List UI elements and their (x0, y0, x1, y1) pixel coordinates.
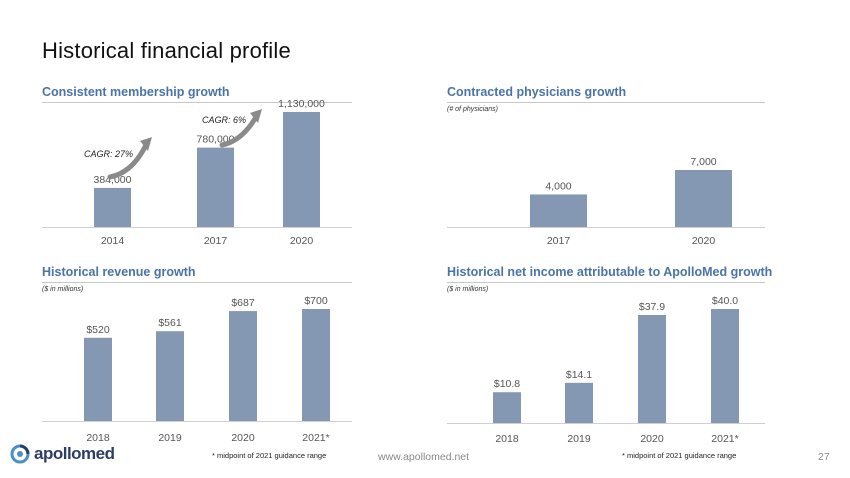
net-income-footnote: * midpoint of 2021 guidance range (622, 451, 737, 460)
membership-value-label: 384,000 (94, 174, 132, 186)
membership-chart: 384,0002014780,00020171,130,0002020CAGR:… (42, 98, 352, 247)
physicians-value-label: 4,000 (545, 180, 571, 192)
apollomed-logo-icon (10, 444, 30, 464)
cagr-arrow-head (250, 109, 262, 123)
website-link[interactable]: www.apollomed.net (378, 451, 470, 463)
physicians-panel: Contracted physicians growth (# of physi… (447, 85, 765, 255)
revenue-unit: ($ in millions) (42, 286, 84, 293)
revenue-panel: Historical revenue growth ($ in millions… (42, 265, 352, 450)
net_income-bar-2020 (638, 314, 666, 423)
revenue-bar-2021* (302, 309, 330, 421)
physicians-bar-2017 (530, 194, 587, 227)
cagr-arrow (107, 142, 149, 180)
physicians-value-label: 7,000 (690, 156, 716, 168)
revenue-value-label: $520 (86, 324, 110, 336)
revenue-value-label: $700 (304, 295, 328, 307)
logo-text: apollomed (34, 444, 115, 463)
physicians-tick-label: 2020 (692, 235, 716, 247)
physicians-bar-2020 (675, 170, 732, 227)
net_income-value-label: $10.8 (494, 378, 520, 390)
revenue-value-label: $687 (231, 297, 255, 309)
membership-bar-2017 (197, 147, 234, 227)
net_income-bar-2019 (565, 382, 593, 423)
page-number: 27 (818, 451, 830, 463)
net_income-value-label: $40.0 (712, 295, 738, 307)
net_income-tick-label: 2020 (640, 433, 664, 445)
membership-tick-label: 2020 (290, 235, 314, 247)
net_income-tick-label: 2019 (567, 433, 591, 445)
revenue-title-rule (42, 282, 352, 283)
cagr-arrow (219, 114, 259, 148)
cagr-label: CAGR: 27% (84, 149, 133, 159)
membership-bar-2020 (283, 112, 320, 227)
membership-tick-label: 2014 (101, 235, 125, 247)
revenue-bar-2020 (229, 311, 257, 421)
revenue-bar-2018 (84, 337, 112, 421)
revenue-tick-label: 2021* (302, 432, 329, 444)
revenue-title: Historical revenue growth (42, 265, 196, 279)
revenue-tick-label: 2020 (231, 432, 255, 444)
apollomed-logo: apollomed (10, 444, 115, 464)
net-income-title-rule (447, 282, 765, 283)
net-income-chart: $10.8 2018 $14.1 2019 $37.9 2020 $40.0 2021* (447, 295, 765, 445)
physicians-title: Contracted physicians growth (447, 85, 627, 99)
physicians-unit: (# of physicians) (447, 106, 498, 113)
net-income-title: Historical net income attributable to Ap… (447, 265, 773, 279)
net_income-tick-label: 2018 (495, 433, 519, 445)
net_income-tick-label: 2021* (711, 433, 738, 445)
net_income-value-label: $14.1 (566, 369, 592, 381)
net-income-panel: Historical net income attributable to Ap… (447, 265, 772, 450)
physicians-tick-label: 2017 (547, 235, 571, 247)
revenue-value-label: $561 (158, 317, 182, 329)
membership-bar-2014 (94, 187, 131, 227)
revenue-tick-label: 2019 (158, 432, 182, 444)
cagr-label: CAGR: 6% (202, 115, 246, 125)
page-title: Historical financial profile (42, 38, 291, 63)
membership-title-rule (42, 102, 352, 103)
net_income-bar-2018 (493, 392, 521, 423)
net_income-bar-2021* (711, 309, 739, 423)
physicians-title-rule (447, 102, 765, 103)
net_income-value-label: $37.9 (639, 301, 665, 313)
membership-value-label: 1,130,000 (278, 98, 325, 110)
revenue-footnote: * midpoint of 2021 guidance range (212, 451, 327, 460)
membership-panel: Consistent membership growth 384,000 2014… (42, 85, 352, 255)
net-income-unit: ($ in millions) (447, 286, 489, 293)
membership-tick-label: 2017 (204, 235, 228, 247)
physicians-chart: 4,000 2017 7,000 2020 (447, 156, 765, 247)
membership-title: Consistent membership growth (42, 85, 230, 99)
revenue-chart: $520 2018 $561 2019 $687 2020 $700 2021* (42, 295, 352, 444)
revenue-tick-label: 2018 (86, 432, 110, 444)
cagr-arrow-head (140, 137, 152, 151)
revenue-bar-2019 (156, 331, 184, 421)
